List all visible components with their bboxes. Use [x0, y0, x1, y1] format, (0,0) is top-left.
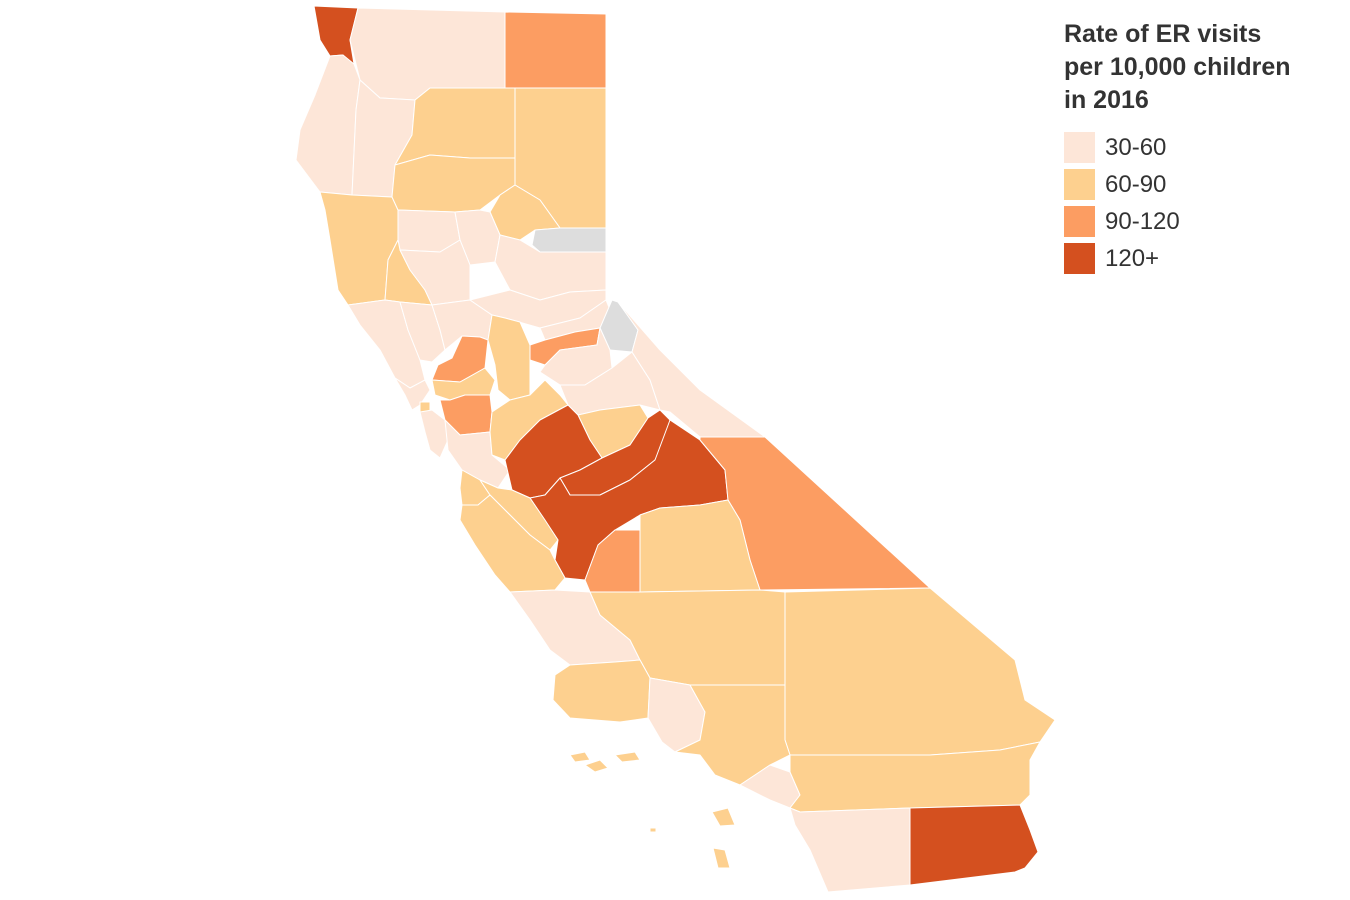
- legend: Rate of ER visits per 10,000 children in…: [1064, 18, 1334, 277]
- legend-item: 60-90: [1064, 166, 1334, 203]
- county-monterey[interactable]: [459, 494, 566, 593]
- county-san-diego[interactable]: [789, 807, 911, 893]
- legend-label: 60-90: [1105, 170, 1167, 198]
- legend-swatch: [1064, 169, 1095, 200]
- county-santa-clara[interactable]: [444, 419, 511, 489]
- legend-label: 30-60: [1105, 133, 1167, 161]
- county-san-mateo[interactable]: [419, 409, 449, 459]
- legend-title-line: in 2016: [1064, 86, 1149, 114]
- county-channel-islands: [569, 751, 736, 869]
- county-humboldt[interactable]: [295, 54, 361, 196]
- county-modoc[interactable]: [504, 11, 607, 89]
- county-santa-barbara[interactable]: [552, 659, 651, 723]
- legend-label: 120+: [1105, 244, 1160, 272]
- legend-swatch: [1064, 243, 1095, 274]
- county-tulare[interactable]: [639, 499, 761, 593]
- legend-title-line: Rate of ER visits: [1064, 20, 1262, 48]
- legend-swatch: [1064, 206, 1095, 237]
- legend-swatch: [1064, 132, 1095, 163]
- legend-item: 30-60: [1064, 129, 1334, 166]
- county-san-bernardino[interactable]: [784, 587, 1056, 756]
- county-siskiyou[interactable]: [349, 7, 506, 101]
- legend-item: 90-120: [1064, 203, 1334, 240]
- legend-title: Rate of ER visits per 10,000 children in…: [1064, 18, 1334, 117]
- county-san-joaquin[interactable]: [487, 314, 531, 401]
- legend-label: 90-120: [1105, 207, 1180, 235]
- county-sierra[interactable]: [531, 227, 607, 253]
- county-imperial[interactable]: [909, 804, 1039, 886]
- county-calaveras[interactable]: [539, 327, 613, 386]
- legend-title-line: per 10,000 children: [1064, 53, 1291, 81]
- legend-item: 120+: [1064, 240, 1334, 277]
- county-los-angeles[interactable]: [674, 684, 791, 786]
